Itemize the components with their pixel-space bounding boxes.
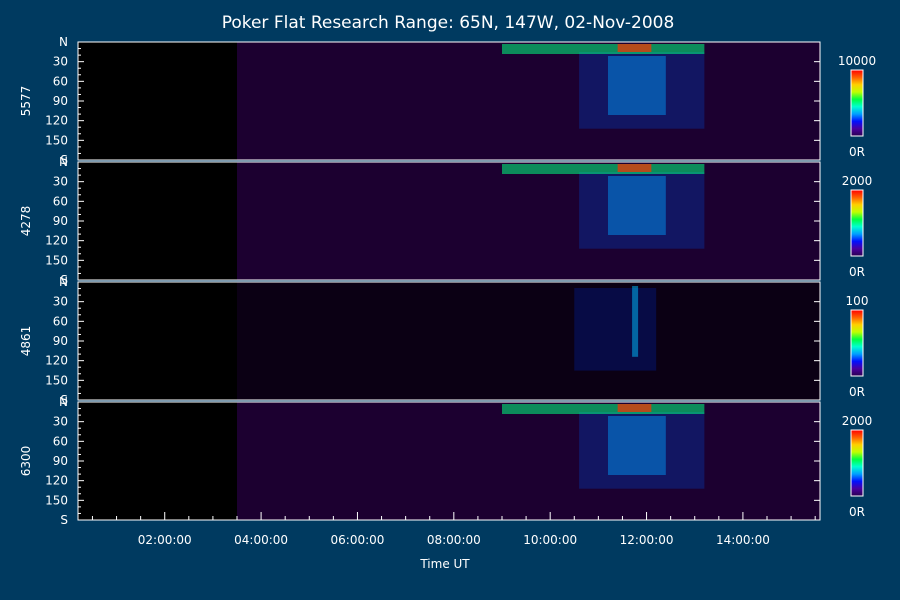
y-tick-label: 90 xyxy=(53,454,68,468)
x-axis-label: Time UT xyxy=(419,557,470,571)
emission-streak xyxy=(632,286,639,357)
y-tick-label: 90 xyxy=(53,214,68,228)
colorbar-min-label: 0R xyxy=(849,385,865,399)
panel-5577: N 30 60 90 120 150 S 5577 10000 0R xyxy=(19,35,876,167)
y-tick-label: 120 xyxy=(45,474,68,488)
y-tick-label: 150 xyxy=(45,253,68,267)
y-tick-label: 30 xyxy=(53,175,68,189)
data-field xyxy=(237,162,820,280)
x-tick-label: 06:00:00 xyxy=(331,533,385,547)
chart-title: Poker Flat Research Range: 65N, 147W, 02… xyxy=(222,13,675,33)
y-tick-label: 150 xyxy=(45,133,68,147)
channel-label: 5577 xyxy=(19,86,33,117)
y-tick-label: 120 xyxy=(45,234,68,248)
y-tick-label: 30 xyxy=(53,295,68,309)
emission-glow xyxy=(574,288,657,371)
y-tick-label: 90 xyxy=(53,334,68,348)
colorbar-min-label: 0R xyxy=(849,265,865,279)
channel-label: 6300 xyxy=(19,446,33,477)
y-tick-label: N xyxy=(59,155,68,169)
y-tick-label: 60 xyxy=(53,74,68,88)
y-tick-label: S xyxy=(60,513,68,527)
y-tick-label: 60 xyxy=(53,314,68,328)
colorbar-max-label: 10000 xyxy=(838,54,876,68)
x-tick-label: 02:00:00 xyxy=(138,533,192,547)
emission-band xyxy=(502,44,705,54)
y-tick-label: 150 xyxy=(45,493,68,507)
data-field xyxy=(237,42,820,160)
emission-band xyxy=(502,404,705,414)
y-tick-label: 60 xyxy=(53,434,68,448)
emission-band xyxy=(502,164,705,174)
colorbar xyxy=(850,69,864,137)
y-tick-label: 120 xyxy=(45,354,68,368)
colorbar-max-label: 2000 xyxy=(842,174,873,188)
emission-core xyxy=(608,56,666,115)
emission-core xyxy=(608,176,666,235)
channel-label: 4861 xyxy=(19,326,33,357)
emission-core xyxy=(608,416,666,475)
emission-peak xyxy=(617,44,652,52)
colorbar-min-label: 0R xyxy=(849,145,865,159)
colorbar xyxy=(850,189,864,257)
data-field xyxy=(237,282,820,400)
emission-glow xyxy=(579,172,705,249)
y-tick-label: N xyxy=(59,35,68,49)
y-tick-label: N xyxy=(59,275,68,289)
x-tick-label: 08:00:00 xyxy=(427,533,481,547)
panel-6300: N 30 60 90 120 150 S 6300 2000 0R xyxy=(19,395,872,527)
emission-glow xyxy=(579,52,705,129)
data-field xyxy=(237,402,820,520)
emission-peak xyxy=(617,164,652,172)
y-tick-label: 120 xyxy=(45,114,68,128)
colorbar-max-label: 100 xyxy=(846,294,869,308)
panel-4861: N 30 60 90 120 150 S 4861 100 0R xyxy=(19,275,868,407)
x-axis: 02:00:00 04:00:00 06:00:00 08:00:00 10:00:00… xyxy=(91,512,816,547)
x-tick-label: 12:00:00 xyxy=(620,533,674,547)
y-tick-label: S xyxy=(60,273,68,287)
colorbar xyxy=(850,309,864,377)
y-tick-label: 150 xyxy=(45,373,68,387)
y-tick-label: 30 xyxy=(53,415,68,429)
y-tick-label: 30 xyxy=(53,55,68,69)
colorbar-min-label: 0R xyxy=(849,505,865,519)
x-tick-label: 04:00:00 xyxy=(234,533,288,547)
emission-glow xyxy=(579,412,705,489)
emission-peak xyxy=(617,404,652,412)
colorbar-max-label: 2000 xyxy=(842,414,873,428)
keogram-panels: N 30 60 90 120 150 S 5577 10000 0R N 30 60 90 120 150 S 4… xyxy=(19,35,876,527)
colorbar xyxy=(850,429,864,497)
x-tick-label: 14:00:00 xyxy=(716,533,770,547)
y-tick-label: S xyxy=(60,393,68,407)
x-tick-label: 10:00:00 xyxy=(523,533,577,547)
y-tick-label: N xyxy=(59,395,68,409)
y-tick-label: 60 xyxy=(53,194,68,208)
channel-label: 4278 xyxy=(19,206,33,237)
panel-4278: N 30 60 90 120 150 S 4278 2000 0R xyxy=(19,155,872,287)
y-tick-label: S xyxy=(60,153,68,167)
y-tick-label: 90 xyxy=(53,94,68,108)
